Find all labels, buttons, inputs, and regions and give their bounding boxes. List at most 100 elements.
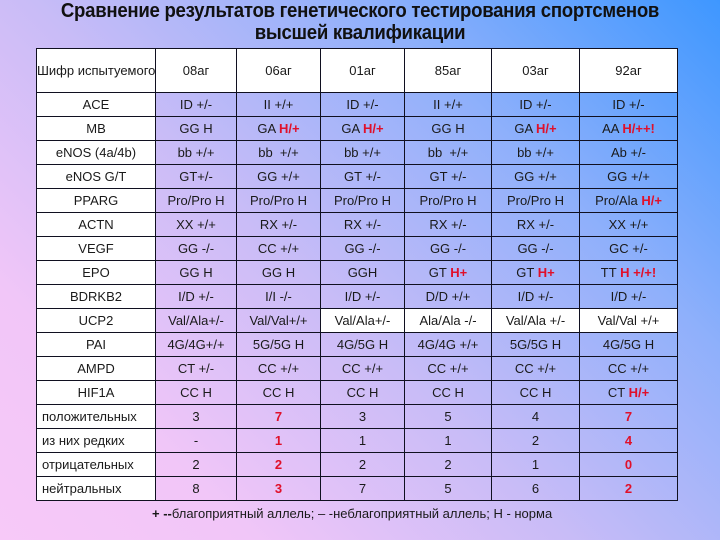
- genotype-value: GC +/-: [609, 241, 648, 256]
- gene-row: MB GG H GA H/+ GA H/+ GG H GA H/+ AA H/++!: [36, 116, 678, 141]
- genotype-value: GG H: [261, 265, 296, 280]
- genotype-cell: RX +/-: [236, 212, 321, 237]
- genotype-cell: ID +/-: [155, 92, 237, 117]
- genotype-value: I/D +/-: [178, 289, 214, 304]
- genotype-value: Pro/Pro H: [506, 193, 565, 208]
- genotype-value: CC +/+: [257, 361, 300, 376]
- genotype-value: GG +/+: [514, 169, 557, 184]
- summary-value: 1: [320, 428, 405, 453]
- genotype-value: CC H: [432, 385, 464, 400]
- genotype-value: GGH: [347, 265, 378, 280]
- genotype-value: Ala/Ala -/-: [419, 313, 477, 328]
- genetic-results-table: Шифр испытуемого 08аг 06аг 01аг 85аг 03а…: [36, 48, 678, 501]
- genotype-cell: Pro/Pro H: [155, 188, 237, 213]
- genotype-cell: GG -/-: [155, 236, 237, 261]
- summary-value: 3: [155, 404, 237, 429]
- summary-value: 2: [579, 476, 678, 501]
- genotype-cell: GG -/-: [320, 236, 405, 261]
- genotype-value: Val/Val+/+: [249, 313, 308, 328]
- genotype-value: Val/Ala+/-: [168, 313, 224, 328]
- genotype-value: bb +/+: [344, 145, 381, 160]
- summary-row: отрицательных 2 2 2 2 1 0: [36, 452, 678, 477]
- genotype-cell: bb +/+: [320, 140, 405, 165]
- genotype-value: ID +/-: [519, 97, 552, 112]
- column-header: 08аг: [155, 48, 237, 93]
- genotype-cell: Val/Ala+/-: [155, 308, 237, 333]
- genotype-value: Pro/Ala: [595, 193, 642, 208]
- legend-symbol: + --: [152, 506, 172, 521]
- genotype-highlight: H +/+!: [620, 265, 657, 280]
- genotype-cell: bb +/+: [404, 140, 492, 165]
- genotype-cell: CC H: [236, 380, 321, 405]
- column-header: 85аг: [404, 48, 492, 93]
- genotype-value: GG -/-: [517, 241, 554, 256]
- summary-value: 2: [320, 452, 405, 477]
- genotype-value: GG H: [179, 265, 213, 280]
- genotype-value: II +/+: [263, 97, 294, 112]
- genotype-highlight: H/+: [628, 385, 650, 400]
- genotype-cell: GGH: [320, 260, 405, 285]
- column-header: 92аг: [579, 48, 678, 93]
- genotype-value: RX +/-: [259, 217, 298, 232]
- genotype-value: XX +/+: [176, 217, 216, 232]
- genotype-value: GA: [257, 121, 280, 136]
- gene-row: AMPD CT +/- CC +/+ CC +/+ CC +/+ CC +/+ CC +/+: [36, 356, 678, 381]
- genotype-cell: CC +/+: [579, 356, 678, 381]
- genotype-cell: II +/+: [404, 92, 492, 117]
- genotype-cell: Pro/Pro H: [236, 188, 321, 213]
- genotype-cell: Val/Ala+/-: [320, 308, 405, 333]
- summary-value: 7: [579, 404, 678, 429]
- summary-value: 7: [320, 476, 405, 501]
- genotype-value: bb +/+: [427, 145, 469, 160]
- genotype-value: ID +/-: [346, 97, 379, 112]
- genotype-cell: CC H: [155, 380, 237, 405]
- genotype-value: GG H: [179, 121, 213, 136]
- genotype-cell: Val/Val+/+: [236, 308, 321, 333]
- genotype-value: GT +/-: [429, 169, 467, 184]
- subject-code-header: Шифр испытуемого: [36, 48, 156, 93]
- summary-value: 0: [579, 452, 678, 477]
- genotype-value: I/I -/-: [265, 289, 292, 304]
- genotype-cell: I/D +/-: [155, 284, 237, 309]
- summary-value: 5: [404, 476, 492, 501]
- genotype-value: Pro/Pro H: [333, 193, 392, 208]
- genotype-value: CT +/-: [177, 361, 215, 376]
- page-title: Сравнение результатов генетического тест…: [0, 0, 720, 44]
- summary-value: 4: [579, 428, 678, 453]
- genotype-cell: I/D +/-: [320, 284, 405, 309]
- genotype-cell: GT H+: [404, 260, 492, 285]
- genotype-value: 4G/5G H: [336, 337, 389, 352]
- genotype-value: ID +/-: [179, 97, 213, 112]
- gene-row: PPARG Pro/Pro H Pro/Pro H Pro/Pro H Pro/Pro …: [36, 188, 678, 213]
- genotype-value: GT: [516, 265, 538, 280]
- genotype-cell: 4G/4G +/+: [404, 332, 492, 357]
- genotype-value: CC +/+: [257, 241, 300, 256]
- summary-label: положительных: [36, 404, 156, 429]
- summary-label: из них редких: [36, 428, 156, 453]
- genotype-value: Ab +/-: [610, 145, 647, 160]
- genotype-cell: GT +/-: [404, 164, 492, 189]
- gene-name: UCP2: [36, 308, 156, 333]
- summary-value: 6: [491, 476, 580, 501]
- genotype-value: GG H: [431, 121, 465, 136]
- genotype-highlight: H+: [537, 265, 555, 280]
- gene-name: VEGF: [36, 236, 156, 261]
- genotype-cell: GG +/+: [579, 164, 678, 189]
- genotype-cell: 5G/5G H: [491, 332, 580, 357]
- genotype-cell: RX +/-: [404, 212, 492, 237]
- genotype-cell: XX +/+: [579, 212, 678, 237]
- summary-row: из них редких -1 1 1 2 4: [36, 428, 678, 453]
- summary-value: 5: [404, 404, 492, 429]
- genotype-value: GT: [428, 265, 451, 280]
- gene-name: ACTN: [36, 212, 156, 237]
- genotype-value: 5G/5G H: [509, 337, 562, 352]
- genotype-cell: GT +/-: [320, 164, 405, 189]
- genotype-value: Pro/Pro H: [249, 193, 308, 208]
- gene-row: ACTN XX +/+ RX +/- RX +/- RX +/- RX +/- XX +/+: [36, 212, 678, 237]
- genotype-value: GG +/+: [257, 169, 300, 184]
- genotype-cell: Pro/Pro H: [404, 188, 492, 213]
- genotype-value: GA: [514, 121, 537, 136]
- genotype-value: CC H: [346, 385, 379, 400]
- genotype-value: I/D +/-: [610, 289, 647, 304]
- genotype-cell: bb +/+: [155, 140, 237, 165]
